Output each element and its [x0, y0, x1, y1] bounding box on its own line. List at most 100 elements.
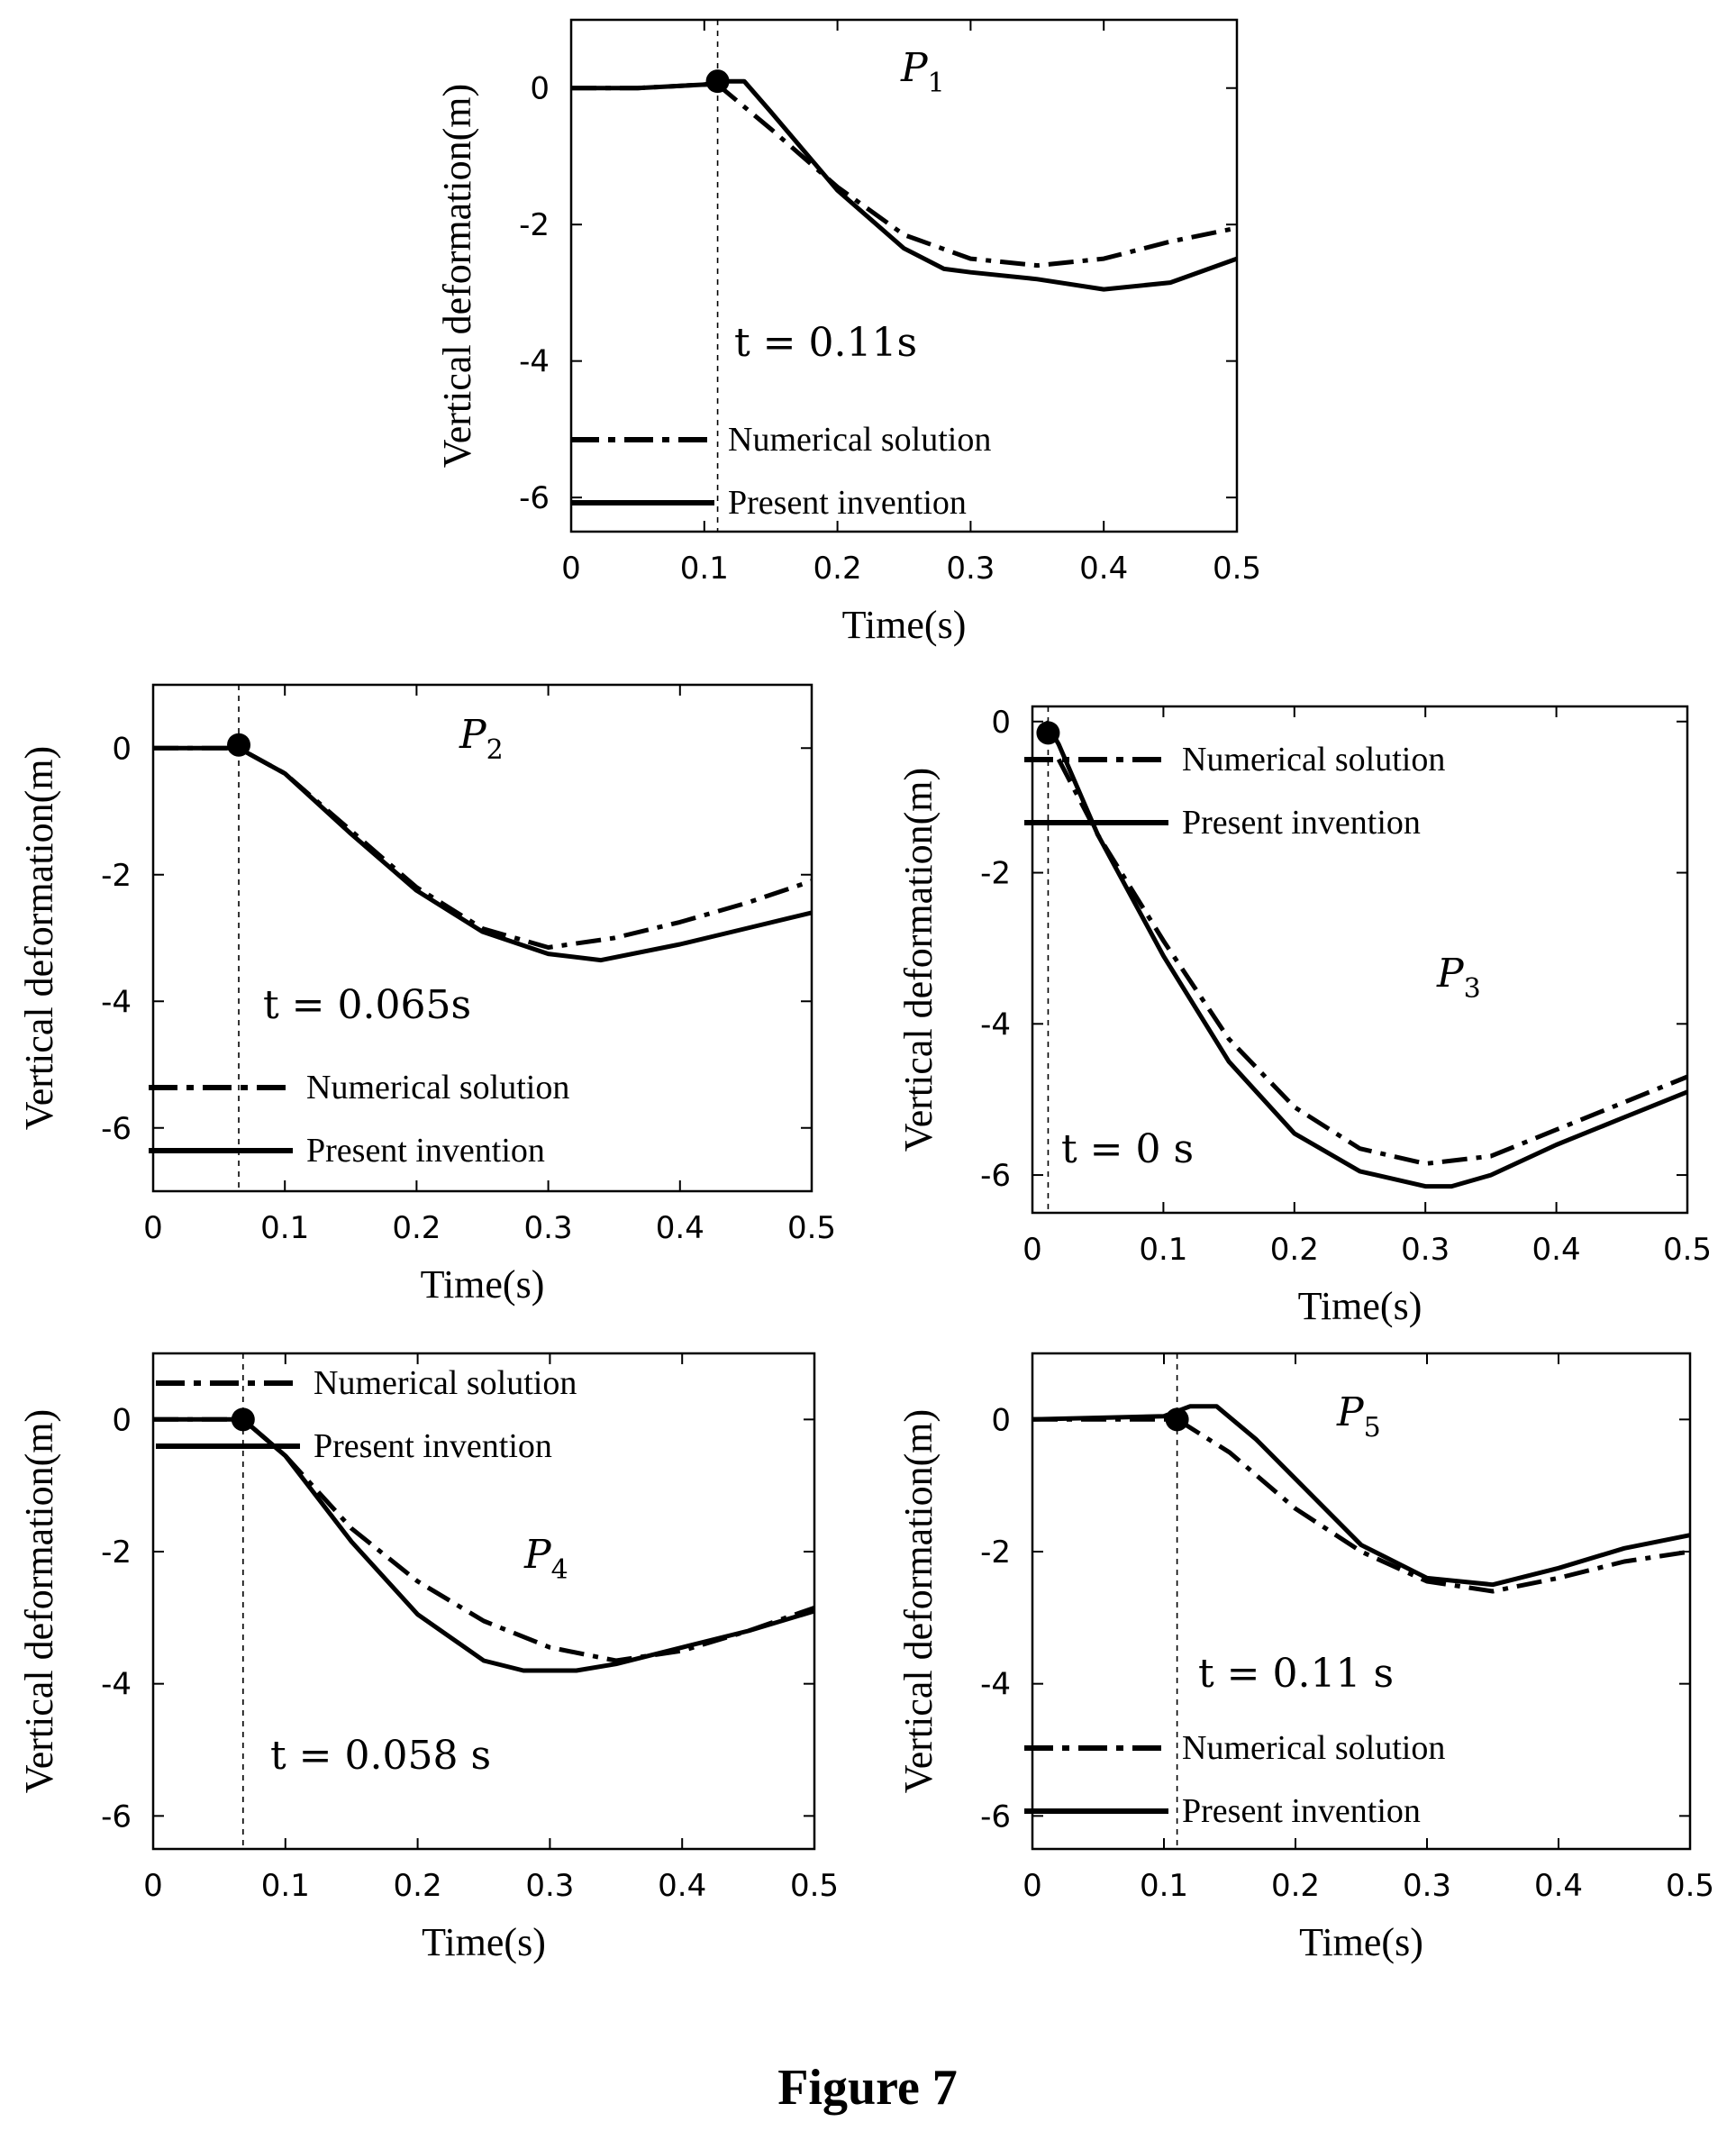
x-tick-label: 0.5: [1663, 1232, 1712, 1268]
x-tick-label: 0.2: [813, 551, 862, 587]
marker-point: [227, 733, 251, 757]
y-tick-label: -4: [980, 1006, 1011, 1043]
x-tick-label: 0.3: [524, 1210, 573, 1246]
legend-entry: Numerical solution: [306, 1069, 569, 1106]
x-axis-label: Time(s): [421, 1262, 545, 1307]
chart-panel-3: 0 0.1 0.2 0.3 0.4 0.5 0 -2 -4 -6 Time(s) Vertical d…: [896, 705, 1712, 1328]
y-tick-label: -6: [101, 1799, 132, 1835]
y-tick-label: -6: [980, 1799, 1011, 1835]
legend-entry: Present invention: [306, 1132, 545, 1170]
x-tick-label: 0.4: [658, 1868, 706, 1904]
series-line-numerical-solution: [571, 82, 1238, 269]
x-axis-label: Time(s): [1299, 1920, 1423, 1964]
series-line-present-invention: [153, 1416, 815, 1673]
series-line-present-invention: [571, 78, 1238, 292]
y-tick-label: 0: [991, 1402, 1011, 1438]
panel-label: P5: [1336, 1389, 1381, 1443]
plot-frame: [151, 683, 813, 1193]
panel-label: P4: [523, 1532, 568, 1586]
x-tick-label: 0.4: [656, 1210, 704, 1246]
time-annotation: t = 0 s: [1061, 1126, 1194, 1172]
y-axis-label: Vertical deformation(m): [17, 1409, 61, 1793]
x-tick-label: 0: [1023, 1232, 1042, 1268]
y-tick-label: 0: [530, 71, 550, 107]
legend-entry: Numerical solution: [1182, 741, 1445, 779]
chart-panel-2: 0 0.1 0.2 0.3 0.4 0.5 0 -2 -4 -6 Time(s) Vertical d…: [17, 683, 836, 1307]
x-tick-label: 0.4: [1534, 1868, 1583, 1904]
y-tick-label: -2: [980, 1535, 1011, 1571]
x-tick-label: 0.1: [1139, 1232, 1187, 1268]
legend-entry: Numerical solution: [728, 421, 991, 459]
x-tick-label: 0: [143, 1868, 163, 1904]
legend: Numerical solution Present invention: [570, 421, 991, 522]
y-tick-label: -4: [101, 1667, 132, 1703]
y-axis-label: Vertical deformation(m): [896, 768, 941, 1152]
x-tick-label: 0.2: [1271, 1868, 1320, 1904]
y-tick-label: -2: [101, 1535, 132, 1571]
x-tick-label: 0.1: [1140, 1868, 1188, 1904]
plot-frame: [1031, 705, 1689, 1215]
legend-entry: Present invention: [728, 484, 967, 522]
x-tick-label: 0.1: [260, 1210, 309, 1246]
y-tick-label: 0: [991, 705, 1011, 741]
marker-point: [1036, 721, 1060, 745]
series-line-present-invention: [153, 745, 813, 963]
plot-frame: [569, 18, 1239, 533]
series-line-present-invention: [1043, 720, 1688, 1189]
chart-panel-1: 0 0.1 0.2 0.3 0.4 0.5 0 -2 -4 -6 Time(s) Vertical d…: [435, 18, 1261, 647]
y-tick-label: 0: [112, 731, 132, 767]
y-axis-label: Vertical deformation(m): [435, 84, 479, 468]
panel-label: P1: [900, 45, 945, 99]
x-tick-label: 0.2: [392, 1210, 441, 1246]
x-tick-label: 0.4: [1079, 551, 1128, 587]
y-tick-label: -6: [519, 480, 550, 516]
plot-frame: [1031, 1352, 1692, 1851]
series-line-numerical-solution: [153, 745, 813, 950]
x-tick-label: 0.5: [787, 1210, 836, 1246]
x-tick-label: 0: [143, 1210, 163, 1246]
legend: Numerical solution Present invention: [149, 1069, 569, 1170]
y-tick-label: -4: [101, 984, 132, 1020]
legend: Numerical solution Present invention: [1024, 1729, 1445, 1830]
x-tick-label: 0.5: [1666, 1868, 1714, 1904]
y-tick-label: -6: [101, 1111, 132, 1147]
panels: 0 0.1 0.2 0.3 0.4 0.5 0 -2 -4 -6 Time(s) Vertical d…: [17, 18, 1714, 1964]
y-tick-label: -6: [980, 1158, 1011, 1194]
series-line-numerical-solution: [1032, 1416, 1691, 1594]
y-tick-label: 0: [112, 1402, 132, 1438]
x-tick-label: 0.5: [1213, 551, 1261, 587]
figure-caption: Figure 7: [777, 2060, 958, 2116]
x-axis-label: Time(s): [1298, 1284, 1422, 1328]
legend: Numerical solution Present invention: [156, 1364, 577, 1465]
x-axis-label: Time(s): [422, 1920, 546, 1964]
chart-panel-5: 0 0.1 0.2 0.3 0.4 0.5 0 -2 -4 -6 Time(s) Vertical d…: [896, 1352, 1714, 1964]
y-tick-label: -2: [101, 858, 132, 894]
chart-panel-4: 0 0.1 0.2 0.3 0.4 0.5 0 -2 -4 -6 Time(s) Vertical d…: [17, 1352, 839, 1964]
x-tick-label: 0.3: [525, 1868, 574, 1904]
x-tick-label: 0.3: [1403, 1868, 1451, 1904]
x-tick-label: 0.5: [790, 1868, 839, 1904]
x-tick-label: 0.2: [394, 1868, 442, 1904]
panel-label: P3: [1436, 951, 1481, 1005]
marker-point: [231, 1407, 255, 1432]
marker-point: [705, 69, 730, 94]
legend-entry: Present invention: [1182, 804, 1421, 842]
x-tick-label: 0.3: [946, 551, 995, 587]
y-tick-label: -2: [980, 856, 1011, 892]
y-axis-label: Vertical deformation(m): [17, 746, 61, 1130]
time-annotation: t = 0.11s: [734, 320, 917, 366]
time-annotation: t = 0.058 s: [270, 1733, 491, 1779]
marker-point: [1165, 1407, 1189, 1432]
time-annotation: t = 0.11 s: [1198, 1651, 1394, 1697]
y-tick-label: -4: [519, 344, 550, 380]
legend-entry: Numerical solution: [314, 1364, 577, 1402]
time-annotation: t = 0.065s: [263, 982, 471, 1028]
x-tick-label: 0: [1023, 1868, 1042, 1904]
y-tick-label: -2: [519, 207, 550, 243]
x-tick-label: 0.1: [680, 551, 729, 587]
x-tick-label: 0.4: [1532, 1232, 1581, 1268]
x-tick-label: 0: [561, 551, 581, 587]
plot-frame: [151, 1352, 816, 1851]
series-line-present-invention: [1032, 1404, 1691, 1588]
